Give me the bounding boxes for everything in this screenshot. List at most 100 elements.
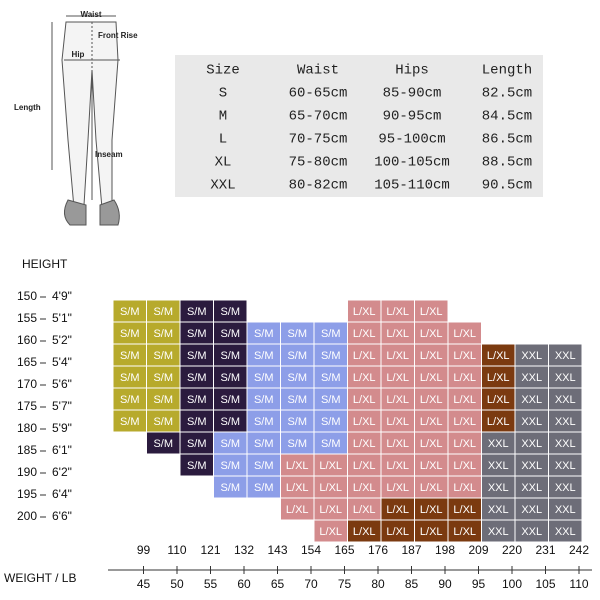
y-axis-title: HEIGHT xyxy=(22,257,68,271)
height-ft-label: 6'2" xyxy=(52,465,72,479)
size-cell-label: S/M xyxy=(287,394,307,406)
table-cell: 88.5cm xyxy=(482,155,532,171)
figure-label: Length xyxy=(14,103,41,112)
table-cell: XXL xyxy=(210,178,235,194)
weight-lb-label: 154 xyxy=(301,543,321,557)
table-cell: 85-90cm xyxy=(383,86,442,102)
table-cell: 90-95cm xyxy=(383,109,442,125)
table-cell: 65-70cm xyxy=(289,109,348,125)
table-cell: 60-65cm xyxy=(289,86,348,102)
size-cell-label: S/M xyxy=(254,460,274,472)
size-cell-label: XXL xyxy=(555,460,576,472)
height-cm-label: 190 xyxy=(17,465,37,479)
table-header: Waist xyxy=(297,63,339,79)
size-cell-label: L/XL xyxy=(487,416,510,428)
size-cell-label: L/XL xyxy=(420,504,443,516)
height-cm-label: 195 xyxy=(17,487,37,501)
height-cm-label: 170 xyxy=(17,377,37,391)
size-cell-label: S/M xyxy=(321,372,341,384)
height-ft-label: 6'1" xyxy=(52,443,72,457)
size-cell-label: L/XL xyxy=(386,438,409,450)
height-ft-label: 5'9" xyxy=(52,421,72,435)
table-header: Length xyxy=(482,63,532,79)
size-cell-label: S/M xyxy=(120,306,140,318)
height-cm-label: 165 xyxy=(17,355,37,369)
table-cell: XL xyxy=(215,155,232,171)
height-ft-label: 5'1" xyxy=(52,311,72,325)
size-cell-label: L/XL xyxy=(420,394,443,406)
size-cell-label: L/XL xyxy=(353,416,376,428)
size-cell-label: S/M xyxy=(220,416,240,428)
size-cell-label: L/XL xyxy=(453,460,476,472)
size-cell-label: S/M xyxy=(187,328,207,340)
size-cell-label: S/M xyxy=(120,394,140,406)
size-cell-label: S/M xyxy=(220,460,240,472)
size-cell-label: L/XL xyxy=(386,350,409,362)
table-cell: 90.5cm xyxy=(482,178,532,194)
size-cell-label: L/XL xyxy=(453,372,476,384)
weight-kg-label: 55 xyxy=(204,577,218,591)
size-cell-label: S/M xyxy=(254,416,274,428)
size-cell-label: S/M xyxy=(321,416,341,428)
size-cell-label: L/XL xyxy=(353,306,376,318)
size-cell-label: L/XL xyxy=(420,460,443,472)
size-cell-label: L/XL xyxy=(453,416,476,428)
size-cell-label: L/XL xyxy=(487,372,510,384)
size-cell-label: L/XL xyxy=(386,394,409,406)
weight-kg-label: 100 xyxy=(502,577,522,591)
weight-kg-label: 45 xyxy=(137,577,151,591)
size-cell-label: L/XL xyxy=(353,328,376,340)
height-cm-label: 155 xyxy=(17,311,37,325)
size-cell-label: L/XL xyxy=(386,306,409,318)
figure-label: Inseam xyxy=(95,150,123,159)
table-cell: L xyxy=(219,132,227,148)
size-cell-label: S/M xyxy=(220,306,240,318)
size-cell-label: XXL xyxy=(488,438,509,450)
size-cell-label: L/XL xyxy=(453,504,476,516)
figure-label: Waist xyxy=(80,10,101,19)
size-cell-label: XXL xyxy=(521,482,542,494)
height-ft-label: 5'4" xyxy=(52,355,72,369)
size-cell-label: S/M xyxy=(187,350,207,362)
height-cm-label: 200 xyxy=(17,509,37,523)
size-cell-label: L/XL xyxy=(453,482,476,494)
size-cell-label: XXL xyxy=(555,350,576,362)
size-cell-label: S/M xyxy=(153,416,173,428)
height-cm-label: 160 xyxy=(17,333,37,347)
size-cell-label: L/XL xyxy=(319,482,342,494)
table-header: Hips xyxy=(395,63,429,79)
size-cell-label: L/XL xyxy=(420,372,443,384)
height-ft-label: 6'4" xyxy=(52,487,72,501)
size-cell-label: S/M xyxy=(287,328,307,340)
height-ft-label: 5'2" xyxy=(52,333,72,347)
size-cell-label: S/M xyxy=(153,372,173,384)
size-cell-label: L/XL xyxy=(487,394,510,406)
size-cell-label: S/M xyxy=(220,328,240,340)
size-cell-label: XXL xyxy=(488,526,509,538)
size-cell-label: S/M xyxy=(254,438,274,450)
size-cell-label: S/M xyxy=(120,350,140,362)
size-cell-label: L/XL xyxy=(353,482,376,494)
size-cell-label: L/XL xyxy=(286,504,309,516)
size-cell-label: S/M xyxy=(120,372,140,384)
size-cell-label: L/XL xyxy=(319,460,342,472)
size-cell-label: L/XL xyxy=(420,350,443,362)
table-cell: 86.5cm xyxy=(482,132,532,148)
size-cell-label: XXL xyxy=(555,482,576,494)
size-cell-label: XXL xyxy=(555,438,576,450)
size-cell-label: L/XL xyxy=(353,350,376,362)
size-cell-label: S/M xyxy=(153,394,173,406)
weight-kg-label: 85 xyxy=(405,577,419,591)
weight-lb-label: 187 xyxy=(401,543,421,557)
table-cell: S xyxy=(219,86,227,102)
size-cell-label: S/M xyxy=(287,372,307,384)
weight-lb-label: 165 xyxy=(334,543,354,557)
table-cell: M xyxy=(219,109,227,125)
weight-kg-label: 65 xyxy=(271,577,285,591)
size-cell-label: S/M xyxy=(254,372,274,384)
table-header: Size xyxy=(206,63,240,79)
size-cell-label: XXL xyxy=(555,416,576,428)
weight-lb-label: 209 xyxy=(468,543,488,557)
size-cell-label: XXL xyxy=(521,526,542,538)
size-cell-label: S/M xyxy=(254,394,274,406)
